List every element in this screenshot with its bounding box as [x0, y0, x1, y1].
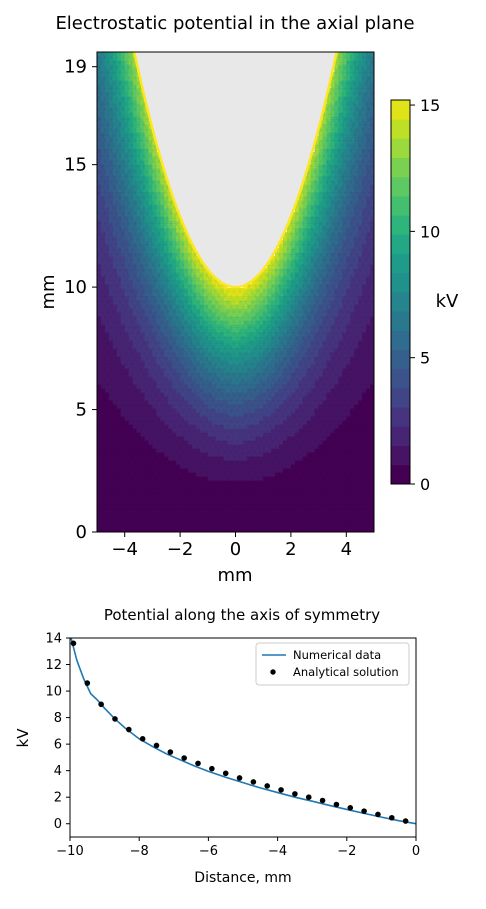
top-chart-title: Electrostatic potential in the axial pla… [55, 13, 414, 34]
top-plot-area [97, 52, 374, 532]
